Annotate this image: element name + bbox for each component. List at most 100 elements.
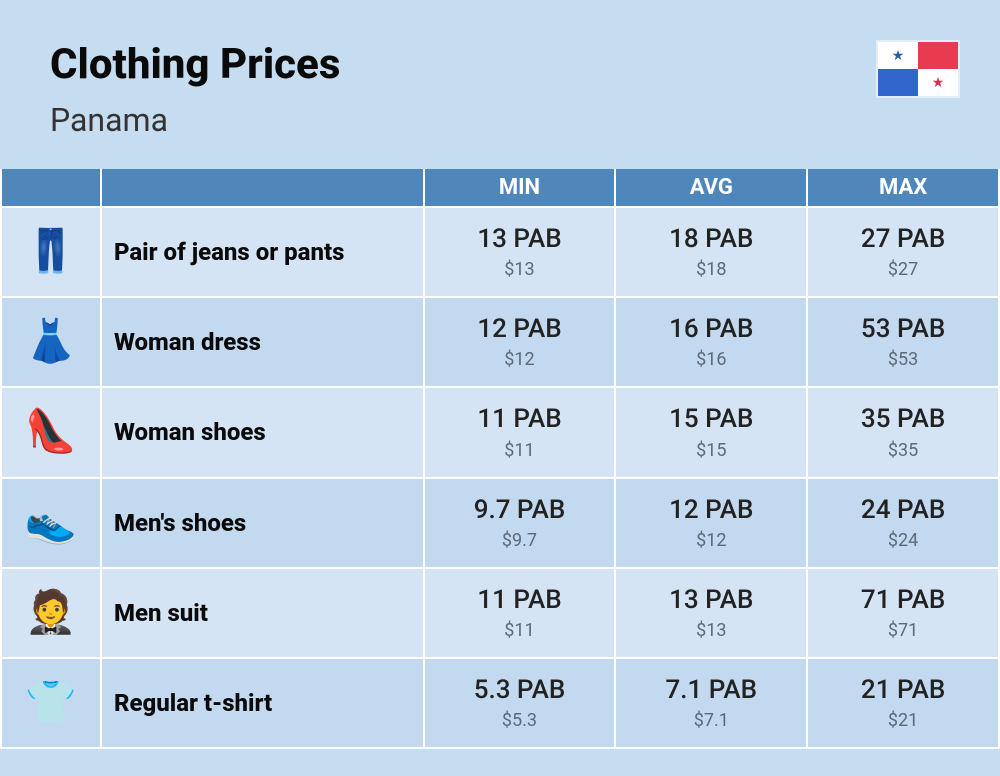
item-icon-cell: 👟 <box>1 478 101 568</box>
clothing-icon: 👠 <box>25 407 77 456</box>
clothing-icon: 👖 <box>25 227 77 276</box>
price-cell-max: 24 PAB $24 <box>807 478 999 568</box>
flag-quadrant-3 <box>878 69 918 96</box>
page-title: Clothing Prices <box>50 40 950 89</box>
flag-quadrant-1: ★ <box>878 42 918 69</box>
table-row: 👖 Pair of jeans or pants 13 PAB $13 18 PAB $1… <box>1 207 999 297</box>
price-usd: $13 <box>433 259 607 280</box>
price-cell-avg: 16 PAB $16 <box>615 297 807 387</box>
price-pab: 11 PAB <box>433 404 607 435</box>
flag-quadrant-2 <box>918 42 958 69</box>
clothing-icon: 👗 <box>25 317 77 366</box>
price-usd: $35 <box>816 440 990 461</box>
price-pab: 35 PAB <box>816 404 990 435</box>
item-label-cell: Woman shoes <box>101 387 424 477</box>
item-label: Woman dress <box>114 328 415 356</box>
clothing-icon: 👟 <box>25 498 77 547</box>
price-pab: 13 PAB <box>624 585 798 616</box>
price-cell-avg: 18 PAB $18 <box>615 207 807 297</box>
item-label: Men suit <box>114 599 415 627</box>
item-label-cell: Woman dress <box>101 297 424 387</box>
price-usd: $21 <box>816 710 990 731</box>
price-usd: $12 <box>433 349 607 370</box>
price-cell-max: 53 PAB $53 <box>807 297 999 387</box>
price-cell-avg: 15 PAB $15 <box>615 387 807 477</box>
item-icon-cell: 👠 <box>1 387 101 477</box>
price-usd: $11 <box>433 620 607 641</box>
price-cell-min: 12 PAB $12 <box>424 297 616 387</box>
price-pab: 18 PAB <box>624 224 798 255</box>
item-label-cell: Men suit <box>101 568 424 658</box>
price-cell-avg: 13 PAB $13 <box>615 568 807 658</box>
table-body: 👖 Pair of jeans or pants 13 PAB $13 18 PAB $1… <box>1 207 999 748</box>
price-cell-min: 13 PAB $13 <box>424 207 616 297</box>
col-header-min: MIN <box>424 169 616 207</box>
price-pab: 12 PAB <box>433 314 607 345</box>
table-row: 🤵 Men suit 11 PAB $11 13 PAB $13 71 PAB $71 <box>1 568 999 658</box>
price-cell-min: 9.7 PAB $9.7 <box>424 478 616 568</box>
col-header-max: MAX <box>807 169 999 207</box>
price-pab: 12 PAB <box>624 495 798 526</box>
price-pab: 24 PAB <box>816 495 990 526</box>
col-header-item <box>101 169 424 207</box>
price-cell-min: 11 PAB $11 <box>424 568 616 658</box>
item-label: Pair of jeans or pants <box>114 238 415 266</box>
price-cell-max: 21 PAB $21 <box>807 658 999 748</box>
price-usd: $16 <box>624 349 798 370</box>
table-row: 👟 Men's shoes 9.7 PAB $9.7 12 PAB $12 24 PAB $2… <box>1 478 999 568</box>
page-header: Clothing Prices Panama ★ ★ <box>0 0 1000 169</box>
clothing-icon: 👕 <box>25 678 77 727</box>
price-usd: $11 <box>433 440 607 461</box>
country-flag-icon: ★ ★ <box>878 42 958 96</box>
price-usd: $15 <box>624 440 798 461</box>
flag-quadrant-4: ★ <box>918 69 958 96</box>
price-usd: $24 <box>816 530 990 551</box>
price-cell-min: 5.3 PAB $5.3 <box>424 658 616 748</box>
table-header-row: MIN AVG MAX <box>1 169 999 207</box>
price-usd: $13 <box>624 620 798 641</box>
item-icon-cell: 👖 <box>1 207 101 297</box>
price-pab: 11 PAB <box>433 585 607 616</box>
item-label: Men's shoes <box>114 509 415 537</box>
price-cell-max: 27 PAB $27 <box>807 207 999 297</box>
price-usd: $7.1 <box>624 710 798 731</box>
price-usd: $53 <box>816 349 990 370</box>
item-icon-cell: 👗 <box>1 297 101 387</box>
price-pab: 27 PAB <box>816 224 990 255</box>
price-usd: $5.3 <box>433 710 607 731</box>
price-pab: 15 PAB <box>624 404 798 435</box>
price-table: MIN AVG MAX 👖 Pair of jeans or pants 13 PA… <box>0 169 1000 749</box>
price-usd: $12 <box>624 530 798 551</box>
price-pab: 7.1 PAB <box>624 675 798 706</box>
price-usd: $71 <box>816 620 990 641</box>
table-row: 👗 Woman dress 12 PAB $12 16 PAB $16 53 PAB $53 <box>1 297 999 387</box>
price-cell-max: 35 PAB $35 <box>807 387 999 477</box>
page-subtitle: Panama <box>50 101 950 139</box>
price-pab: 71 PAB <box>816 585 990 616</box>
col-header-avg: AVG <box>615 169 807 207</box>
item-label-cell: Pair of jeans or pants <box>101 207 424 297</box>
price-usd: $18 <box>624 259 798 280</box>
price-pab: 13 PAB <box>433 224 607 255</box>
item-label: Regular t-shirt <box>114 689 415 717</box>
price-usd: $27 <box>816 259 990 280</box>
item-icon-cell: 👕 <box>1 658 101 748</box>
item-label-cell: Regular t-shirt <box>101 658 424 748</box>
price-cell-min: 11 PAB $11 <box>424 387 616 477</box>
item-icon-cell: 🤵 <box>1 568 101 658</box>
price-usd: $9.7 <box>433 530 607 551</box>
price-pab: 16 PAB <box>624 314 798 345</box>
table-row: 👕 Regular t-shirt 5.3 PAB $5.3 7.1 PAB $7.1 21… <box>1 658 999 748</box>
price-pab: 53 PAB <box>816 314 990 345</box>
price-cell-avg: 12 PAB $12 <box>615 478 807 568</box>
price-pab: 9.7 PAB <box>433 495 607 526</box>
price-cell-avg: 7.1 PAB $7.1 <box>615 658 807 748</box>
price-pab: 21 PAB <box>816 675 990 706</box>
item-label-cell: Men's shoes <box>101 478 424 568</box>
table-row: 👠 Woman shoes 11 PAB $11 15 PAB $15 35 PAB $35 <box>1 387 999 477</box>
price-pab: 5.3 PAB <box>433 675 607 706</box>
clothing-icon: 🤵 <box>25 588 77 637</box>
col-header-icon <box>1 169 101 207</box>
price-cell-max: 71 PAB $71 <box>807 568 999 658</box>
item-label: Woman shoes <box>114 418 415 446</box>
